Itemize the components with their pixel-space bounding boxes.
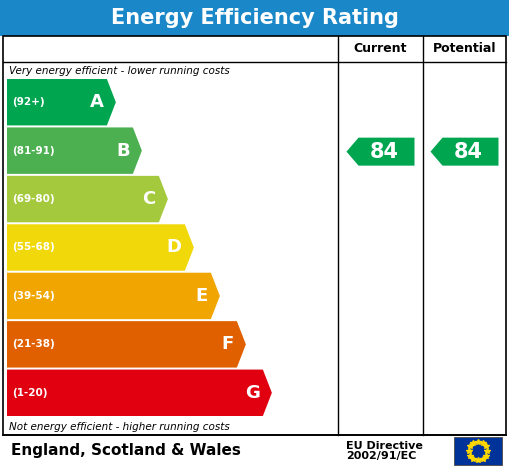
Text: F: F [221, 335, 234, 354]
Bar [3, 36, 506, 435]
Text: Not energy efficient - higher running costs: Not energy efficient - higher running co… [9, 422, 230, 432]
Polygon shape [7, 321, 246, 368]
Polygon shape [7, 127, 142, 174]
Text: B: B [116, 142, 130, 160]
Bar [0, 0, 509, 36]
Text: (55-68): (55-68) [12, 242, 55, 253]
Text: (69-80): (69-80) [12, 194, 54, 204]
Polygon shape [7, 79, 116, 126]
Text: 2002/91/EC: 2002/91/EC [346, 451, 416, 461]
Polygon shape [7, 224, 194, 271]
Text: (92+): (92+) [12, 97, 45, 107]
Text: (1-20): (1-20) [12, 388, 47, 398]
Text: Very energy efficient - lower running costs: Very energy efficient - lower running co… [9, 65, 230, 76]
Text: Current: Current [354, 42, 407, 56]
Polygon shape [431, 138, 498, 166]
Text: EU Directive: EU Directive [346, 441, 423, 451]
Polygon shape [7, 369, 272, 416]
Polygon shape [7, 273, 220, 319]
Text: D: D [167, 239, 182, 256]
Text: A: A [90, 93, 104, 111]
Polygon shape [347, 138, 414, 166]
Polygon shape [7, 176, 168, 222]
Text: (21-38): (21-38) [12, 340, 55, 349]
Text: (39-54): (39-54) [12, 291, 55, 301]
Text: Energy Efficiency Rating: Energy Efficiency Rating [110, 8, 399, 28]
Bar [454, 437, 502, 465]
Text: 84: 84 [370, 142, 399, 162]
Text: G: G [245, 384, 260, 402]
Text: 84: 84 [454, 142, 483, 162]
Text: C: C [143, 190, 156, 208]
Text: Potential: Potential [433, 42, 496, 56]
Text: E: E [195, 287, 208, 305]
Text: England, Scotland & Wales: England, Scotland & Wales [11, 444, 241, 459]
Text: (81-91): (81-91) [12, 146, 54, 156]
